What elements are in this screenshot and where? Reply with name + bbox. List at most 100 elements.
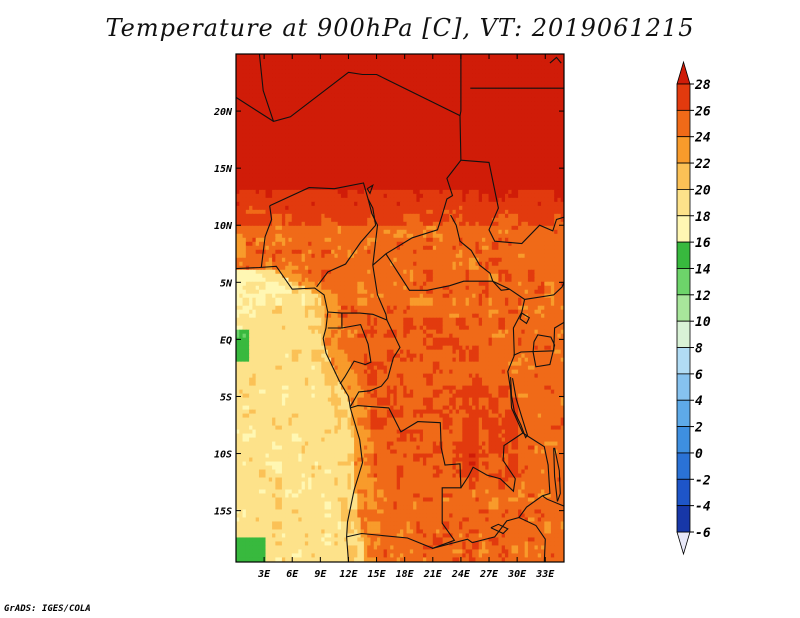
field-cell: [429, 58, 434, 63]
field-cell: [331, 149, 335, 155]
field-cell: [275, 145, 280, 151]
field-cell: [455, 81, 460, 87]
field-cell: [442, 109, 447, 115]
field-cell: [308, 113, 313, 119]
field-cell: [495, 117, 499, 123]
field-cell: [301, 105, 306, 111]
field-cell: [318, 93, 322, 99]
field-cell: [249, 121, 253, 127]
field-cell: [367, 133, 372, 139]
field-cell: [547, 101, 552, 107]
field-cell: [495, 137, 499, 143]
field-cell: [334, 85, 339, 91]
field-cell: [334, 109, 339, 115]
field-cell: [432, 93, 437, 99]
field-cell: [334, 125, 339, 131]
field-cell: [514, 133, 519, 139]
field-cell: [439, 141, 444, 147]
field-cell: [390, 85, 395, 91]
field-cell: [465, 61, 470, 67]
field-cell: [357, 65, 362, 71]
field-cell: [304, 113, 309, 119]
field-cell: [409, 65, 414, 71]
field-cell: [524, 109, 529, 115]
field-cell: [314, 101, 319, 107]
field-cell: [354, 85, 358, 91]
field-cell: [534, 81, 539, 87]
field-cell: [393, 101, 398, 107]
field-cell: [327, 125, 332, 131]
field-cell: [354, 101, 358, 107]
field-cell: [508, 105, 513, 111]
field-cell: [242, 133, 247, 139]
field-cell: [459, 129, 463, 135]
field-cell: [468, 109, 473, 115]
field-cell: [482, 105, 486, 111]
field-cell: [524, 117, 529, 123]
field-cell: [357, 105, 362, 111]
field-cell: [252, 121, 257, 127]
field-cell: [357, 113, 362, 119]
field-cell: [357, 85, 362, 91]
field-cell: [370, 73, 375, 79]
field-cell: [308, 85, 313, 91]
field-cell: [527, 145, 532, 151]
field-cell: [318, 81, 322, 87]
field-cell: [495, 125, 499, 131]
field-cell: [380, 54, 385, 59]
field-cell: [465, 121, 470, 127]
field-cell: [485, 109, 490, 115]
field-cell: [419, 89, 424, 95]
field-cell: [400, 105, 404, 111]
field-cell: [432, 73, 437, 79]
field-cell: [255, 61, 260, 67]
field-cell: [527, 69, 532, 75]
field-cell: [537, 109, 542, 115]
field-cell: [501, 69, 506, 75]
field-cell: [498, 129, 503, 135]
field-cell: [337, 149, 342, 155]
field-cell: [518, 77, 522, 83]
field-cell: [354, 77, 358, 83]
field-cell: [321, 129, 326, 135]
field-cell: [344, 113, 349, 119]
field-cell: [491, 117, 496, 123]
field-cell: [265, 109, 270, 115]
field-cell: [560, 73, 564, 79]
field-cell: [301, 81, 306, 87]
field-cell: [318, 109, 322, 115]
field-cell: [347, 97, 352, 103]
field-cell: [406, 73, 411, 79]
field-cell: [258, 141, 263, 147]
field-cell: [419, 137, 424, 143]
field-cell: [334, 77, 339, 83]
field-cell: [272, 145, 276, 151]
field-cell: [393, 149, 398, 155]
field-cell: [468, 54, 473, 59]
field-cell: [416, 113, 421, 119]
field-cell: [403, 141, 408, 147]
field-cell: [504, 141, 509, 147]
field-cell: [498, 113, 503, 119]
field-cell: [367, 73, 372, 79]
field-cell: [544, 129, 549, 135]
field-cell: [390, 93, 395, 99]
field-cell: [478, 133, 483, 139]
field-cell: [281, 69, 286, 75]
field-cell: [527, 137, 532, 143]
field-cell: [534, 54, 539, 59]
field-cell: [383, 73, 388, 79]
field-cell: [314, 58, 319, 63]
field-cell: [311, 61, 316, 67]
field-cell: [334, 145, 339, 151]
field-cell: [239, 137, 244, 143]
field-cell: [468, 133, 473, 139]
field-cell: [501, 125, 506, 131]
field-cell: [400, 58, 404, 63]
field-cell: [419, 65, 424, 71]
field-cell: [442, 77, 447, 83]
field-cell: [445, 133, 450, 139]
field-cell: [236, 77, 240, 83]
field-cell: [498, 137, 503, 143]
field-cell: [258, 125, 263, 131]
